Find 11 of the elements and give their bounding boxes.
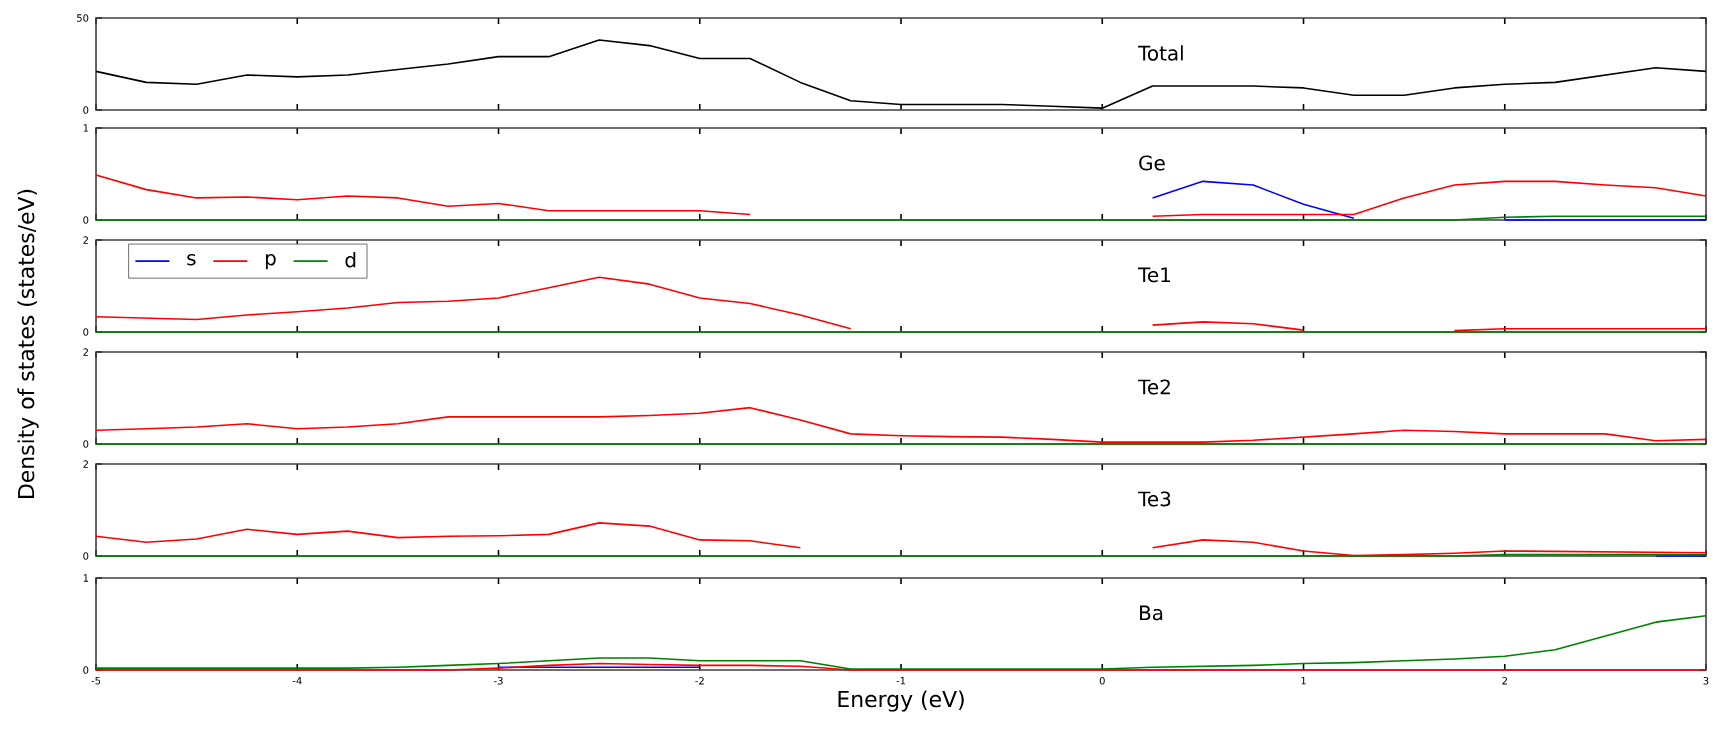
legend-label: d [345, 252, 356, 268]
annotation: Te1 [1138, 267, 1170, 283]
legend-label: p [265, 254, 276, 270]
annotation: Ge [1139, 155, 1165, 171]
annotation: Te3 [1138, 491, 1171, 507]
annotation: Te2 [1138, 379, 1170, 395]
x-axis-title: Energy (eV) [838, 690, 964, 712]
annotation: Ba [1140, 605, 1163, 621]
legend-label: s [187, 254, 196, 266]
annotation: Total [1138, 45, 1183, 61]
y-axis-title: Density of states (states/eV) [17, 189, 39, 498]
